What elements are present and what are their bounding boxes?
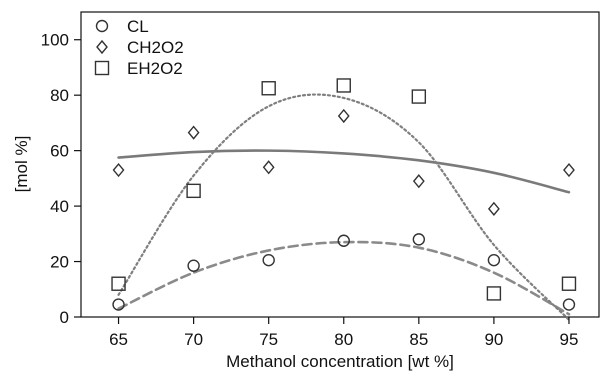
x-tick-label: 80 — [334, 330, 353, 349]
data-point-cl — [412, 233, 426, 246]
trendlines — [117, 93, 571, 321]
x-axis-title: Methanol concentration [wt %] — [226, 352, 454, 371]
legend-label: EH2O2 — [127, 59, 183, 78]
data-point-eh2o2 — [561, 276, 577, 291]
x-tick-label: 85 — [409, 330, 428, 349]
data-point-ch2o2 — [337, 108, 350, 124]
x-tick-label: 65 — [109, 330, 128, 349]
legend-marker-cl — [95, 19, 109, 33]
legend-marker-ch2o2 — [96, 39, 108, 55]
plot-frame — [80, 11, 600, 318]
x-axis: 65 70 75 80 85 90 95 — [109, 317, 578, 349]
data-point-cl — [562, 298, 576, 311]
data-markers — [111, 78, 577, 311]
data-point-eh2o2 — [111, 276, 126, 291]
y-tick-label: 100 — [41, 31, 69, 50]
data-point-cl — [112, 298, 125, 311]
x-tick-label: 70 — [184, 330, 203, 349]
legend-label: CH2O2 — [127, 38, 184, 57]
data-point-ch2o2 — [487, 201, 500, 216]
data-point-eh2o2 — [411, 89, 427, 104]
trendline-cl — [117, 240, 571, 316]
data-point-ch2o2 — [563, 162, 575, 178]
x-tick-label: 75 — [259, 330, 278, 349]
data-point-ch2o2 — [262, 160, 275, 175]
y-tick-label: 80 — [50, 86, 69, 105]
trendline-eh2o2 — [117, 93, 571, 321]
x-tick-label: 90 — [484, 330, 503, 349]
y-tick-label: 20 — [50, 253, 69, 272]
y-axis-title: [mol %] — [12, 136, 31, 193]
y-tick-label: 60 — [50, 142, 69, 161]
legend-label: CL — [127, 17, 149, 36]
data-point-cl — [187, 259, 200, 272]
trendline-ch2o2 — [117, 149, 571, 194]
data-point-ch2o2 — [412, 174, 425, 189]
data-point-ch2o2 — [187, 125, 200, 140]
y-tick-label: 40 — [50, 197, 69, 216]
y-axis: 0 20 40 60 80 100 — [41, 31, 81, 327]
data-point-cl — [262, 253, 275, 267]
data-point-eh2o2 — [486, 286, 502, 301]
data-point-cl — [487, 253, 501, 267]
y-tick-label: 0 — [60, 308, 69, 327]
data-point-ch2o2 — [112, 162, 125, 178]
data-point-eh2o2 — [336, 78, 351, 93]
data-point-cl — [337, 234, 350, 247]
data-point-eh2o2 — [186, 183, 201, 199]
legend-marker-eh2o2 — [94, 60, 110, 76]
data-point-eh2o2 — [261, 81, 276, 96]
legend: CL CH2O2 EH2O2 — [94, 17, 184, 78]
x-tick-label: 95 — [560, 330, 579, 349]
